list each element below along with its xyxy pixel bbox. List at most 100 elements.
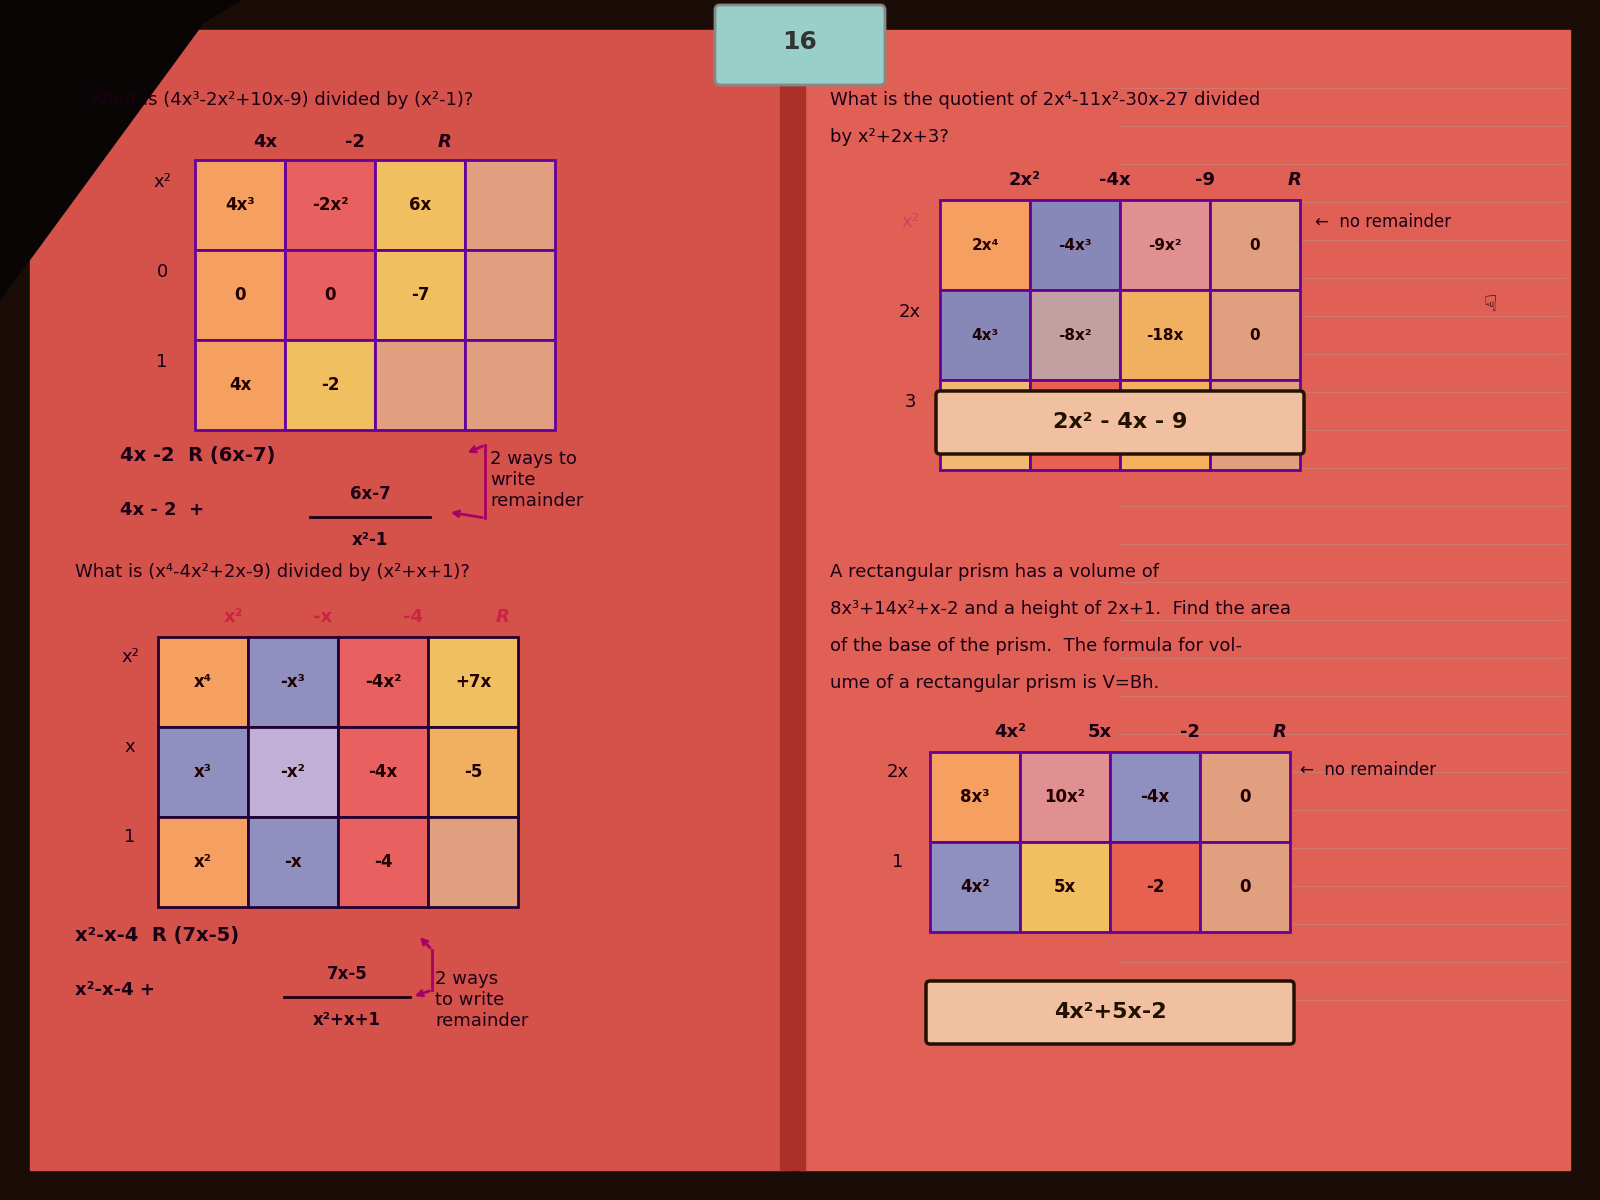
FancyBboxPatch shape	[715, 5, 885, 85]
Bar	[374, 250, 466, 340]
Text: 0: 0	[1250, 328, 1261, 342]
Text: 3: 3	[904, 392, 915, 410]
Text: 2 ways
to write
remainder: 2 ways to write remainder	[435, 970, 528, 1030]
Text: x²: x²	[224, 608, 243, 626]
Text: R: R	[1274, 722, 1286, 740]
Text: ←  no remainder: ← no remainder	[1299, 761, 1437, 779]
Text: 7x-5: 7x-5	[326, 965, 368, 983]
Text: x²-x-4  R (7x-5): x²-x-4 R (7x-5)	[75, 925, 238, 944]
Text: by x²+2x+3?: by x²+2x+3?	[830, 128, 949, 146]
Bar	[1030, 290, 1120, 380]
Text: -4: -4	[374, 853, 392, 871]
Bar	[1210, 200, 1299, 290]
Text: 2 ways to
write
remainder: 2 ways to write remainder	[490, 450, 584, 510]
Text: x²-1: x²-1	[352, 530, 389, 550]
Text: A rectangular prism has a volume of: A rectangular prism has a volume of	[830, 563, 1158, 581]
Text: 0: 0	[1240, 878, 1251, 896]
Text: ume of a rectangular prism is V=Bh.: ume of a rectangular prism is V=Bh.	[830, 674, 1160, 692]
Text: 4x³: 4x³	[226, 196, 254, 214]
Bar	[1120, 380, 1210, 470]
Text: What is (x⁴-4x²+2x-9) divided by (x²+x+1)?: What is (x⁴-4x²+2x-9) divided by (x²+x+1…	[75, 563, 470, 581]
Bar	[158, 727, 248, 817]
Bar	[1120, 200, 1210, 290]
Bar	[1120, 290, 1210, 380]
Text: ←  no remainder: ← no remainder	[1315, 214, 1451, 230]
Text: -4x: -4x	[1141, 788, 1170, 806]
Text: 4x³: 4x³	[971, 328, 998, 342]
Polygon shape	[0, 0, 221, 250]
Bar	[248, 637, 338, 727]
Text: 4x -2  R (6x-7): 4x -2 R (6x-7)	[120, 445, 275, 464]
Bar	[1110, 842, 1200, 932]
Text: +7x: +7x	[454, 673, 491, 691]
Text: 6x-7: 6x-7	[350, 485, 390, 503]
Bar	[1200, 752, 1290, 842]
Text: x: x	[125, 738, 136, 756]
Polygon shape	[0, 0, 221, 300]
Text: 4x: 4x	[229, 376, 251, 394]
Text: -4x: -4x	[368, 763, 398, 781]
Bar	[466, 250, 555, 340]
Text: 1: 1	[893, 853, 904, 871]
Bar	[248, 727, 338, 817]
Text: -4x²: -4x²	[365, 673, 402, 691]
FancyBboxPatch shape	[936, 391, 1304, 454]
Text: x²: x²	[154, 173, 171, 191]
Text: -9x²: -9x²	[1149, 238, 1182, 252]
Bar	[1021, 752, 1110, 842]
Text: 8x³: 8x³	[960, 788, 990, 806]
Polygon shape	[30, 30, 786, 1170]
Text: x²: x²	[901, 214, 918, 230]
Bar	[158, 637, 248, 727]
Text: -18x: -18x	[1146, 328, 1184, 342]
Bar	[195, 340, 285, 430]
Bar	[1210, 290, 1299, 380]
Text: ☟: ☟	[1483, 295, 1496, 314]
Text: R: R	[438, 133, 451, 151]
Text: 6x²: 6x²	[971, 418, 998, 432]
Bar	[158, 817, 248, 907]
Text: 2x²: 2x²	[1010, 170, 1042, 188]
Text: What is the quotient of 2x⁴-11x²-30x-27 divided: What is the quotient of 2x⁴-11x²-30x-27 …	[830, 91, 1261, 109]
Text: 2x: 2x	[899, 302, 922, 320]
Bar	[374, 160, 466, 250]
Bar	[1030, 200, 1120, 290]
Bar	[930, 752, 1021, 842]
Bar	[1200, 842, 1290, 932]
Text: 0: 0	[234, 286, 246, 304]
Text: 4x: 4x	[253, 133, 277, 151]
Text: -x: -x	[285, 853, 302, 871]
Bar	[429, 817, 518, 907]
Text: R: R	[496, 608, 510, 626]
Bar	[1030, 380, 1120, 470]
Bar	[1110, 752, 1200, 842]
Text: x³: x³	[194, 763, 211, 781]
Text: 5x: 5x	[1088, 722, 1112, 740]
Bar	[941, 380, 1030, 470]
Text: of the base of the prism.  The formula for vol-: of the base of the prism. The formula fo…	[830, 637, 1242, 655]
Text: -2: -2	[1181, 722, 1200, 740]
Text: x²+x+1: x²+x+1	[314, 1010, 381, 1028]
Text: 0: 0	[1240, 788, 1251, 806]
Polygon shape	[0, 0, 240, 150]
Bar	[248, 817, 338, 907]
Bar	[466, 340, 555, 430]
Text: -12x: -12x	[1056, 418, 1094, 432]
Text: 6x: 6x	[410, 196, 430, 214]
Bar	[941, 290, 1030, 380]
Text: -2: -2	[320, 376, 339, 394]
Bar	[338, 637, 429, 727]
Text: x²: x²	[122, 648, 139, 666]
Text: x²: x²	[194, 853, 211, 871]
Text: 0: 0	[1250, 238, 1261, 252]
Text: 2x: 2x	[886, 763, 909, 781]
Text: 0: 0	[325, 286, 336, 304]
Text: -5: -5	[464, 763, 482, 781]
Text: 8x³+14x²+x-2 and a height of 2x+1.  Find the area: 8x³+14x²+x-2 and a height of 2x+1. Find …	[830, 600, 1291, 618]
Bar	[285, 340, 374, 430]
Text: 1: 1	[157, 353, 168, 371]
Text: -x: -x	[314, 608, 333, 626]
Text: -4x³: -4x³	[1058, 238, 1091, 252]
Bar	[285, 250, 374, 340]
Text: -4x: -4x	[1099, 170, 1131, 188]
